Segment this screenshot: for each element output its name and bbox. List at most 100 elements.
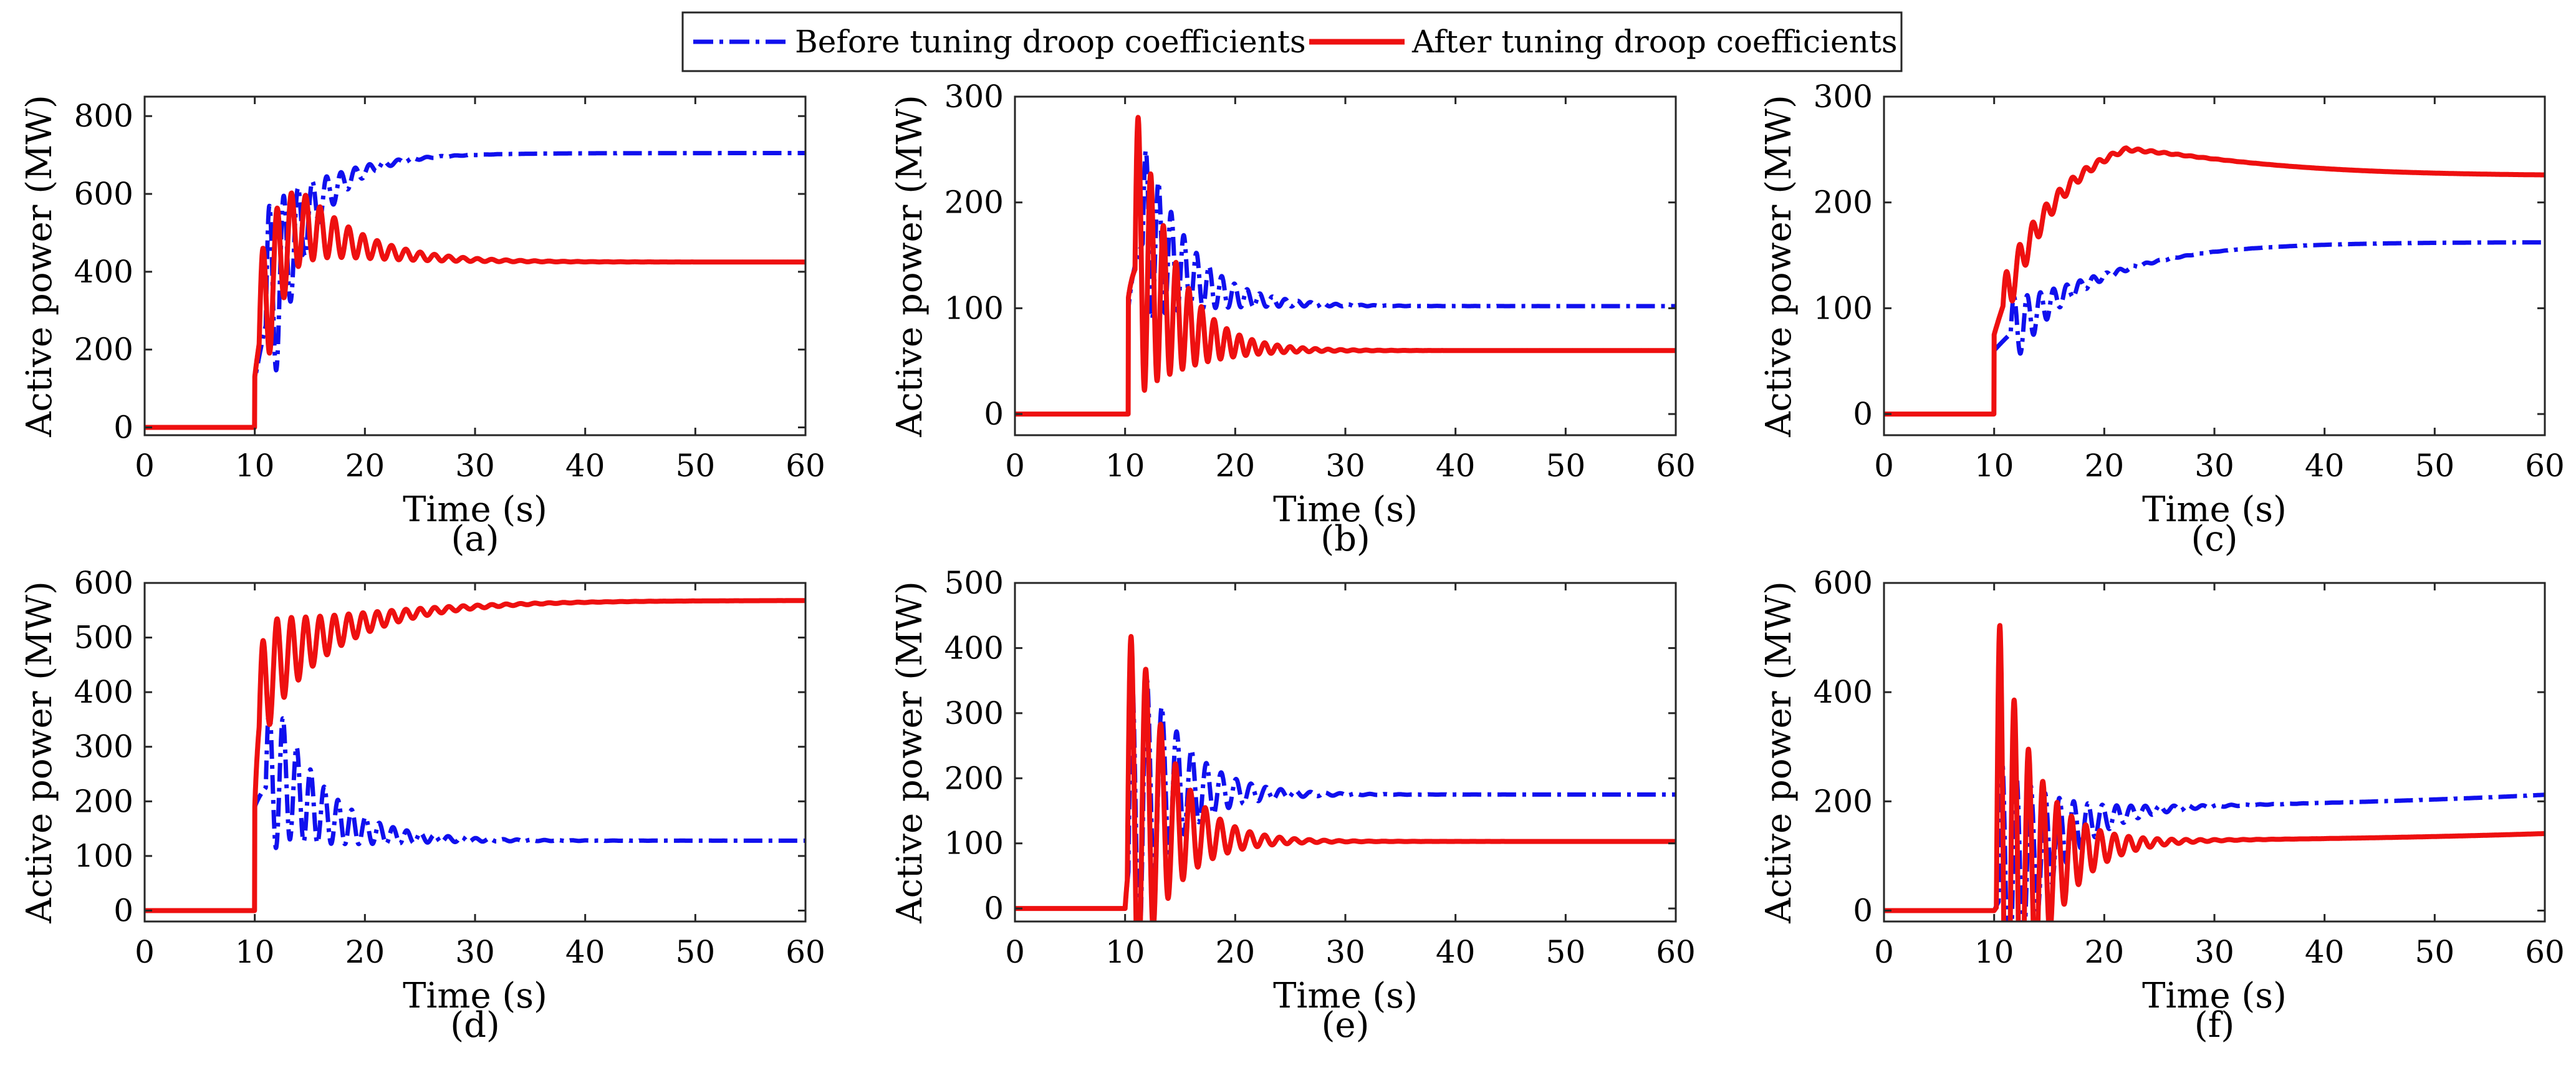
legend-box (681, 11, 1903, 72)
y-axis-label: Active power (MW) (890, 581, 930, 924)
x-axis-label: Time (s) (403, 489, 547, 530)
x-tick-label: 50 (2415, 448, 2455, 484)
x-tick-label: 10 (1105, 448, 1145, 484)
x-tick-label: 0 (1874, 934, 1894, 970)
x-tick-label: 30 (1325, 934, 1365, 970)
x-tick-label: 10 (1105, 934, 1145, 970)
x-tick-label: 30 (455, 448, 495, 484)
x-axis-label: Time (s) (2142, 976, 2287, 1016)
panel-label: (b) (1320, 519, 1370, 559)
x-tick-label: 60 (2525, 934, 2565, 970)
y-axis-label: Active power (MW) (1759, 581, 1799, 924)
x-tick-label: 40 (1436, 934, 1476, 970)
y-tick-label: 0 (984, 396, 1004, 432)
axes-box (1883, 95, 2546, 436)
y-tick-label: 0 (1853, 396, 1873, 432)
y-axis-label: Active power (MW) (19, 581, 60, 924)
panel-label: (e) (1322, 1005, 1370, 1046)
y-tick-label: 300 (74, 729, 133, 765)
series-line-after (145, 598, 805, 913)
y-axis-label: Active power (MW) (19, 95, 60, 438)
y-tick-label: 0 (113, 892, 133, 928)
x-tick-label: 30 (1325, 448, 1365, 484)
x-tick-label: 50 (676, 934, 716, 970)
x-tick-label: 0 (135, 934, 155, 970)
x-tick-label: 0 (1005, 934, 1025, 970)
x-tick-label: 0 (1005, 448, 1025, 484)
y-tick-label: 200 (1814, 185, 1873, 221)
series-line-before (1884, 240, 2545, 416)
y-tick-label: 600 (74, 176, 133, 212)
panel-label: (d) (450, 1005, 500, 1046)
y-axis-label: Active power (MW) (1759, 95, 1799, 438)
y-tick-label: 200 (74, 783, 133, 819)
x-tick-label: 20 (1216, 448, 1256, 484)
x-tick-label: 60 (1656, 448, 1696, 484)
x-axis-label: Time (s) (403, 976, 547, 1016)
y-tick-label: 400 (74, 674, 133, 710)
y-axis-label: Active power (MW) (890, 95, 930, 438)
y-tick-label: 100 (944, 825, 1004, 862)
x-tick-label: 60 (2525, 448, 2565, 484)
y-tick-label: 600 (1814, 565, 1873, 601)
x-tick-label: 10 (235, 934, 275, 970)
panel-label: (c) (2191, 519, 2237, 559)
y-tick-label: 800 (74, 98, 133, 134)
y-tick-label: 200 (1814, 783, 1873, 819)
y-tick-label: 600 (74, 565, 133, 601)
y-tick-label: 300 (1814, 79, 1873, 115)
y-tick-label: 200 (944, 760, 1004, 796)
x-axis-label: Time (s) (2142, 489, 2287, 530)
x-tick-label: 50 (1546, 448, 1586, 484)
x-tick-label: 20 (345, 448, 385, 484)
legend: Before tuning droop coefficients After t… (681, 11, 1903, 72)
x-tick-label: 40 (2305, 448, 2345, 484)
axes-box (143, 582, 807, 923)
y-tick-label: 100 (74, 838, 133, 874)
x-tick-label: 30 (2194, 934, 2234, 970)
series-line-before (145, 705, 805, 913)
y-tick-label: 300 (944, 79, 1004, 115)
series-line-after (145, 190, 805, 430)
y-tick-label: 200 (74, 332, 133, 368)
x-axis-label: Time (s) (1273, 976, 1418, 1016)
legend-label-before: Before tuning droop coefficients (795, 24, 1306, 60)
x-tick-label: 30 (455, 934, 495, 970)
x-tick-label: 20 (2085, 934, 2125, 970)
y-tick-label: 300 (944, 695, 1004, 731)
x-tick-label: 60 (786, 448, 825, 484)
x-tick-label: 20 (1216, 934, 1256, 970)
y-tick-label: 0 (1853, 892, 1873, 928)
series-line-after (1884, 623, 2545, 921)
series-line-before (1015, 678, 1676, 921)
x-axis-label: Time (s) (1273, 489, 1418, 530)
y-tick-label: 0 (984, 890, 1004, 926)
x-tick-label: 40 (2305, 934, 2345, 970)
x-tick-label: 30 (2194, 448, 2234, 484)
x-tick-label: 50 (1546, 934, 1586, 970)
series-line-after (1015, 633, 1676, 921)
axes-box (1014, 95, 1677, 436)
x-tick-label: 0 (1874, 448, 1894, 484)
axes-box (143, 95, 807, 436)
y-tick-label: 0 (113, 410, 133, 446)
x-tick-label: 0 (135, 448, 155, 484)
series-line-after (1884, 145, 2545, 417)
series-line-before (145, 151, 805, 430)
x-tick-label: 50 (2415, 934, 2455, 970)
x-tick-label: 10 (235, 448, 275, 484)
chart-panel: 0 10 20 30 40 50 60 0 100 200 300 400 500 Time (s) Act… (890, 565, 1696, 1046)
y-tick-label: 400 (944, 630, 1004, 666)
y-tick-label: 400 (74, 254, 133, 290)
x-tick-label: 60 (1656, 934, 1696, 970)
panel-label: (f) (2194, 1005, 2234, 1046)
series-line-after (1015, 115, 1676, 417)
axes-box (1883, 582, 2546, 923)
y-tick-label: 400 (1814, 674, 1873, 710)
y-tick-label: 500 (74, 620, 133, 656)
x-tick-label: 40 (565, 934, 605, 970)
